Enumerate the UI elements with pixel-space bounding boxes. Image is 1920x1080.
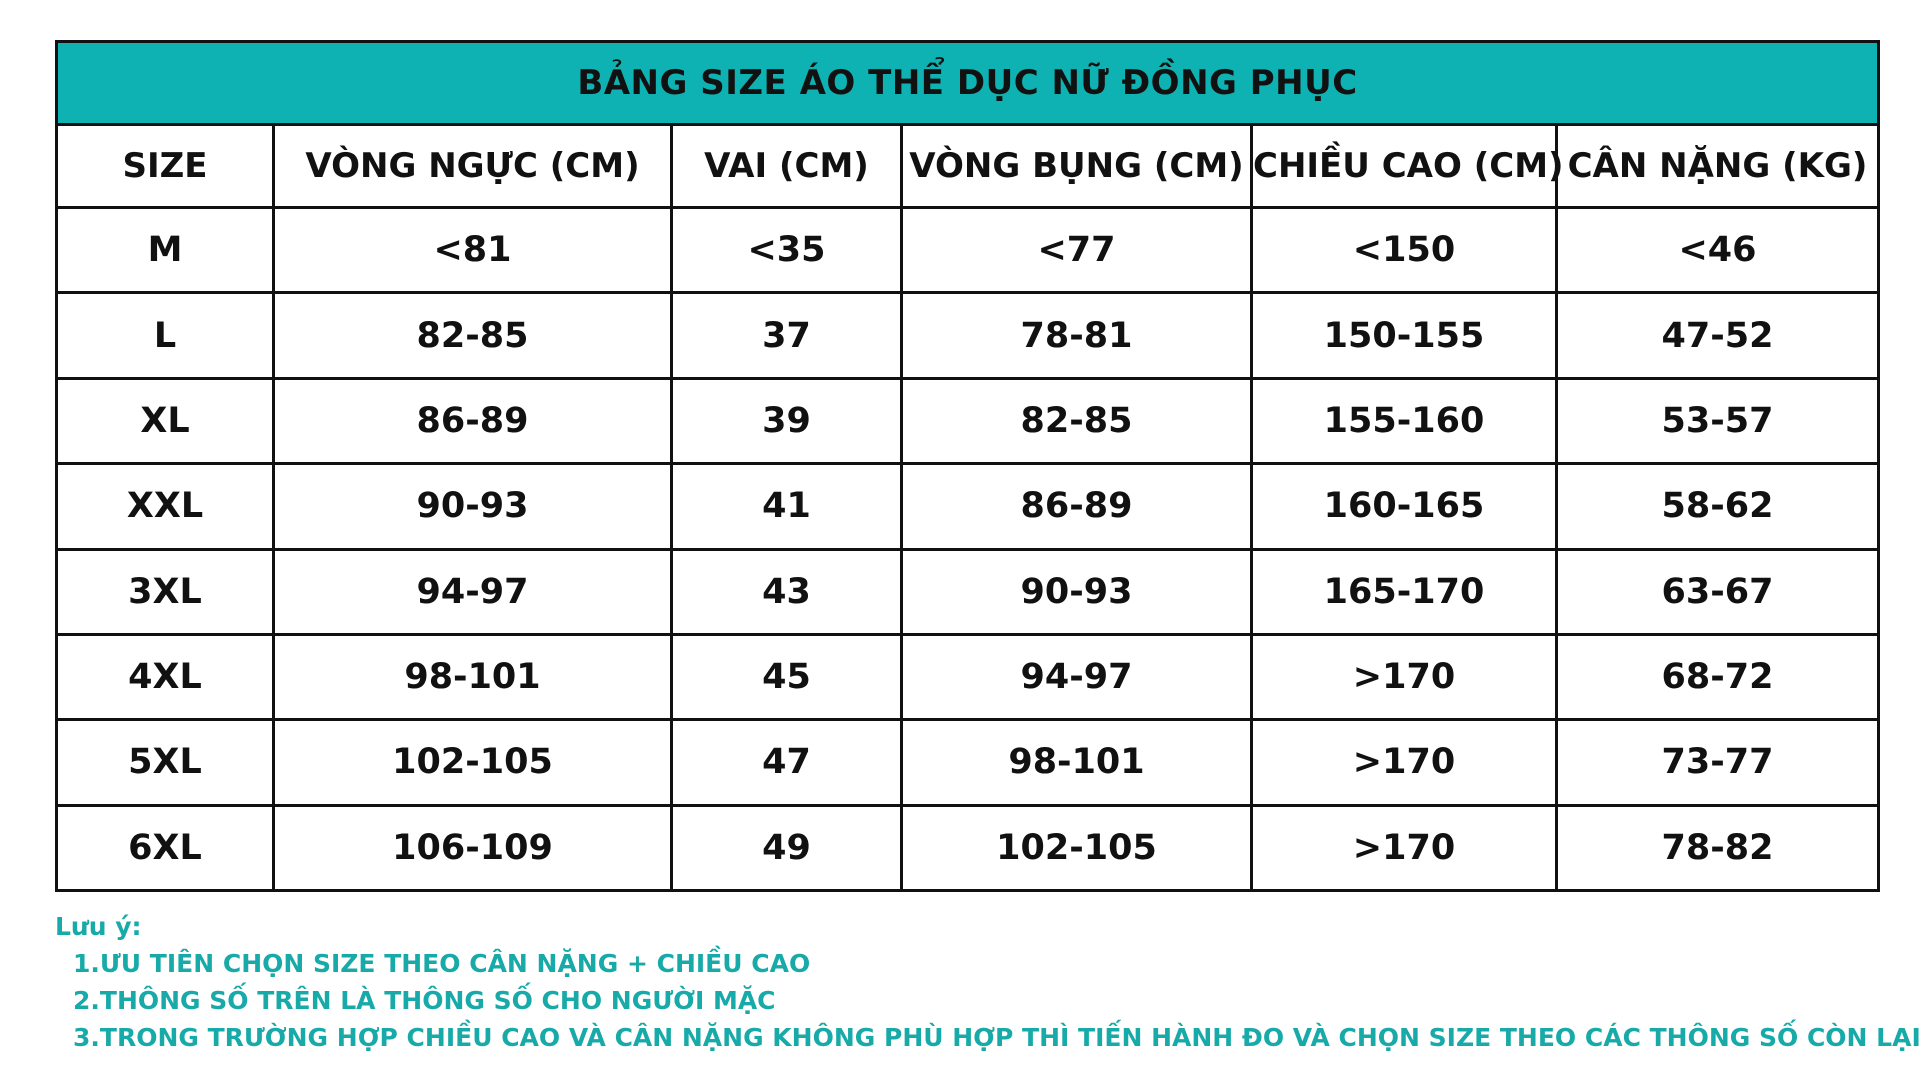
table-row: 6XL 106-109 49 102-105 >170 78-82 [55,803,1881,893]
table-cell: 53-57 [1554,376,1881,466]
table-row: XXL 90-93 41 86-89 160-165 58-62 [55,462,1881,551]
table-cell: <81 [272,205,673,295]
table-cell: 49 [670,803,903,893]
table-cell: 150-155 [1250,291,1558,380]
table-cell: 155-160 [1250,376,1558,466]
table-cell: 102-105 [272,718,673,807]
table-cell: 63-67 [1554,547,1881,636]
table-row: 5XL 102-105 47 98-101 >170 73-77 [55,718,1881,807]
table-cell: 41 [670,462,903,551]
table-cell: 47-52 [1554,291,1881,380]
table-cell: M [55,205,275,295]
column-header: VAI (CM) [670,123,903,209]
table-cell: 86-89 [272,376,673,466]
table-cell: <35 [670,205,903,295]
notes-section: Lưu ý: 1.ƯU TIÊN CHỌN SIZE THEO CÂN NẶNG… [55,908,1920,1056]
table-cell: 43 [670,547,903,636]
size-chart-table: BẢNG SIZE ÁO THỂ DỤC NỮ ĐỒNG PHỤC SIZE V… [54,40,1881,893]
table-row: L 82-85 37 78-81 150-155 47-52 [55,291,1881,380]
table-cell: XL [55,376,275,466]
notes-list: 1.ƯU TIÊN CHỌN SIZE THEO CÂN NẶNG + CHIỀ… [55,945,1920,1056]
note-item: 1.ƯU TIÊN CHỌN SIZE THEO CÂN NẶNG + CHIỀ… [73,949,811,978]
column-header: SIZE [55,123,275,209]
table-cell: 98-101 [272,632,673,722]
table-cell: 58-62 [1554,462,1881,551]
table-cell: 47 [670,718,903,807]
table-cell: 160-165 [1250,462,1558,551]
table-cell: 90-93 [272,462,673,551]
table-cell: 94-97 [900,632,1253,722]
table-cell: 37 [670,291,903,380]
table-row: 4XL 98-101 45 94-97 >170 68-72 [55,632,1881,722]
title-row: BẢNG SIZE ÁO THỂ DỤC NỮ ĐỒNG PHỤC [54,40,1881,126]
column-header: VÒNG NGỰC (CM) [272,123,673,209]
table-cell: 45 [670,632,903,722]
note-item: 3.TRONG TRƯỜNG HỢP CHIỀU CAO VÀ CÂN NẶNG… [73,1023,1920,1052]
note-item: 2.THÔNG SỐ TRÊN LÀ THÔNG SỐ CHO NGƯỜI MẶ… [73,986,776,1015]
table-cell: 94-97 [272,547,673,636]
column-header: CÂN NẶNG (KG) [1554,123,1881,209]
column-header: CHIỀU CAO (CM) [1250,123,1564,209]
table-cell: <150 [1250,205,1558,295]
table-cell: 39 [670,376,903,466]
table-cell: >170 [1250,718,1558,807]
table-cell: 4XL [55,632,275,722]
table-cell: <46 [1554,205,1881,295]
table-cell: <77 [900,205,1253,295]
table-cell: 3XL [55,547,275,636]
page-title: BẢNG SIZE ÁO THỂ DỤC NỮ ĐỒNG PHỤC [54,40,1881,126]
table-cell: >170 [1250,803,1558,893]
table-cell: 90-93 [900,547,1253,636]
table-cell: 6XL [55,803,275,893]
table-cell: 78-81 [900,291,1253,380]
header-row: SIZE VÒNG NGỰC (CM) VAI (CM) VÒNG BỤNG (… [55,123,1881,209]
notes-title: Lưu ý: [55,912,142,941]
table-row: M <81 <35 <77 <150 <46 [55,205,1881,295]
table-cell: 82-85 [900,376,1253,466]
table-cell: >170 [1250,632,1558,722]
table-cell: 98-101 [900,718,1253,807]
table-cell: 5XL [55,718,275,807]
table-row: XL 86-89 39 82-85 155-160 53-57 [55,376,1881,466]
table-cell: 68-72 [1554,632,1881,722]
table-cell: 106-109 [272,803,673,893]
table-cell: 102-105 [900,803,1253,893]
table-cell: 165-170 [1250,547,1558,636]
table-cell: XXL [55,462,275,551]
table-row: 3XL 94-97 43 90-93 165-170 63-67 [55,547,1881,636]
table-cell: 86-89 [900,462,1253,551]
table-cell: 78-82 [1554,803,1881,893]
table-cell: 73-77 [1554,718,1881,807]
column-header: VÒNG BỤNG (CM) [900,123,1253,209]
table-cell: 82-85 [272,291,673,380]
table-cell: L [55,291,275,380]
